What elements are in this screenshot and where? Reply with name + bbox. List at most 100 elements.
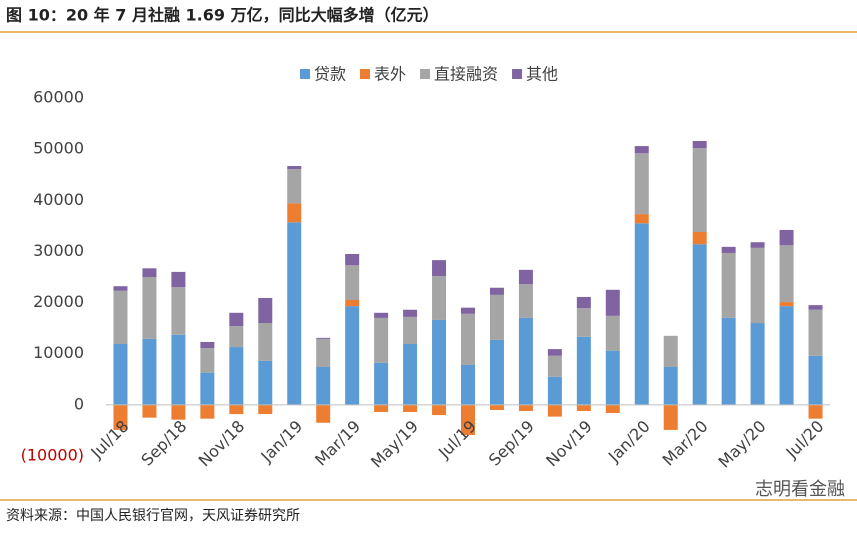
bar-segment — [576, 336, 591, 405]
bar-segment — [258, 323, 273, 361]
bar-segment — [171, 271, 186, 288]
bar-segment — [547, 376, 562, 405]
bar-segment — [403, 404, 418, 413]
bar-segment — [316, 338, 331, 368]
bar-segment — [171, 334, 186, 405]
legend-swatch — [512, 69, 523, 79]
bar-segment — [518, 404, 533, 411]
x-tick-label: May/19 — [367, 417, 422, 472]
bar-segment — [547, 355, 562, 377]
bar-segment — [518, 269, 533, 285]
bar-segment — [634, 214, 649, 224]
bar-segment — [692, 148, 707, 232]
bar-segment — [779, 229, 794, 246]
y-tick-label: 0 — [74, 394, 84, 413]
bar-segment — [374, 362, 389, 405]
chart-title: 图 10：20 年 7 月社融 1.69 万亿，同比大幅多增（亿元） — [6, 6, 439, 25]
bar-segment — [142, 338, 157, 405]
y-tick-label: 20000 — [33, 292, 84, 311]
x-tick-label: Nov/19 — [542, 417, 596, 471]
bar-segment — [345, 306, 360, 405]
bar-segment — [229, 404, 244, 415]
bar-segment — [721, 317, 736, 405]
bar-segment — [779, 302, 794, 307]
bar-segment — [489, 287, 504, 295]
y-tick-label: 10000 — [33, 343, 84, 362]
y-tick-label: 30000 — [33, 241, 84, 260]
bar-segment — [461, 313, 475, 365]
bar-segment — [750, 242, 765, 248]
bar-segment — [229, 312, 244, 327]
bar-segment — [692, 244, 707, 405]
bar-segment — [287, 203, 302, 223]
bar-segment — [229, 326, 244, 348]
bar-segment — [461, 404, 475, 436]
bar-segment — [663, 335, 678, 368]
bar-segment — [808, 305, 823, 310]
bar-segment — [808, 309, 823, 356]
bar-segment — [142, 404, 157, 418]
legend-swatch — [300, 69, 310, 79]
bar-segment — [200, 404, 215, 419]
bar-segment — [200, 341, 215, 349]
bar-segment — [142, 268, 157, 277]
bar-segment — [403, 309, 418, 317]
watermark: 志明看金融 — [755, 479, 845, 500]
bar-segment — [287, 169, 302, 204]
bar-segment — [576, 404, 591, 411]
legend-label: 表外 — [374, 65, 406, 84]
bar-segment — [345, 300, 360, 307]
x-tick-label: Nov/18 — [195, 417, 249, 471]
bar-segment — [229, 347, 244, 405]
x-tick-label: Mar/19 — [311, 417, 364, 470]
bar-segment — [461, 364, 475, 405]
bar-segment — [779, 245, 794, 303]
bar-segment — [258, 404, 273, 415]
bar-segment — [634, 153, 649, 215]
bar-segment — [721, 246, 736, 253]
bar-segment — [634, 146, 649, 154]
bar-segment — [287, 166, 302, 170]
bar-segment — [808, 355, 823, 405]
bar-segment — [605, 350, 620, 405]
bar-segment — [142, 277, 157, 339]
bar-segment — [692, 231, 707, 245]
bar-segment — [750, 247, 765, 324]
bar-segment — [374, 317, 389, 363]
bar-segment — [171, 404, 186, 420]
source-note: 资料来源：中国人民银行官网，天风证券研究所 — [6, 508, 300, 524]
bar-segment — [489, 294, 504, 340]
bar-segment — [750, 323, 765, 405]
bar-segment — [432, 404, 447, 416]
bar-segment — [200, 372, 215, 405]
x-tick-label: Jul/18 — [86, 417, 132, 463]
bar-segment — [171, 287, 186, 335]
bar-segment — [113, 404, 128, 430]
bar-segment — [316, 337, 331, 339]
bar-segment — [200, 348, 215, 373]
bar-segment — [258, 360, 273, 405]
bar-segment — [605, 289, 620, 316]
bar-segment — [576, 308, 591, 337]
bar-segment — [113, 286, 128, 291]
x-tick-label: Sep/18 — [137, 417, 190, 470]
bar-segment — [489, 339, 504, 405]
x-tick-label: Jan/20 — [604, 417, 654, 467]
bar-segment — [547, 404, 562, 417]
bar-segment — [374, 404, 389, 413]
bar-segment — [489, 404, 504, 410]
legend-label: 其他 — [526, 65, 558, 84]
legend-swatch — [360, 69, 371, 79]
bar-segment — [432, 319, 447, 405]
bar-segment — [518, 317, 533, 405]
bar-segment — [432, 260, 447, 276]
x-tick-label: Sep/19 — [485, 417, 538, 470]
legend-label: 贷款 — [314, 65, 346, 84]
legend-label: 直接融资 — [434, 65, 498, 84]
bar-segment — [403, 343, 418, 405]
bar-segment — [576, 296, 591, 309]
bar-segment — [663, 367, 678, 405]
y-tick-label: 50000 — [33, 139, 84, 158]
x-tick-label: May/20 — [715, 417, 770, 472]
